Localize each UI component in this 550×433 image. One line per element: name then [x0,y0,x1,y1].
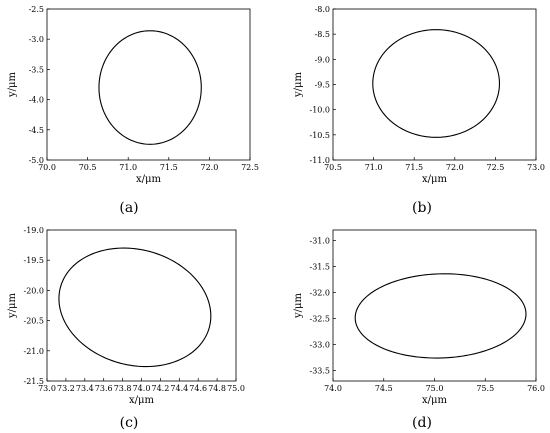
panel-4-x-tick-label: 74.0 [324,384,342,393]
panel-2-x-tick-label: 72.5 [486,163,504,172]
panel-3-x-tick-label: 74.4 [170,384,188,393]
panel-3-caption: (c) [120,415,139,431]
panel-3-y-tick-label: -21.5 [23,377,44,386]
panel-2-x-tick-label: 71.0 [365,163,383,172]
panel-2-x-tick-label: 70.5 [324,163,342,172]
panel-2-y-tick-label: -8.0 [315,5,330,14]
panel-2-y-tick-label: -9.5 [315,81,330,90]
panel-3-x-tick-label: 73.4 [76,384,94,393]
panel-1-y-tick-label: -2.5 [29,5,44,14]
panel-4-x-tick-label: 75.5 [476,384,494,393]
panel-1-x-tick-label: 70.0 [38,163,56,172]
panel-2-y-axis-title: y/μm [293,71,304,98]
panel-4: 74.0 74.5 75.0 75.5 76.0 -31.0 -31.5 -32.0 -32.5… [293,229,545,431]
panel-4-x-tick-label: 75.0 [426,384,444,393]
panel-3-x-axis-title: x/μm [129,395,155,406]
panel-1: 70.0 70.5 71.0 71.5 72.0 72.5 -2.5 -3.0 -3.5 -4.0… [7,5,259,216]
panel-2-x-tick-label: 73.0 [527,163,545,172]
panel-3-y-tick-label: -19.5 [23,256,44,265]
panel-1-orbit-trace [98,30,202,145]
panel-1-x-tick-label: 70.5 [79,163,97,172]
panel-1-y-axis-title: y/μm [7,71,18,98]
panel-2: 70.5 71.0 71.5 72.0 72.5 73.0 -8.0 -8.5 -9.0 -9.5… [293,5,545,216]
panel-1-plot-frame [46,8,251,161]
panel-1-caption: (a) [119,200,138,216]
panel-4-y-tick-label: -32.5 [309,315,330,324]
panel-3-plot-frame [46,229,237,382]
panel-4-y-tick-label: -33.0 [309,341,330,350]
panel-3-orbit-trace [58,247,212,368]
panel-4-y-tick-label: -31.5 [309,262,330,271]
panel-3-y-tick-label: -20.5 [23,317,44,326]
panel-3-x-tick-label: 73.0 [38,384,56,393]
panel-2-y-tick-label: -10.5 [309,131,330,140]
panel-4-caption: (d) [412,415,432,431]
panel-1-x-tick-label: 71.0 [119,163,137,172]
panel-2-caption: (b) [412,200,432,216]
panel-3-x-tick-label: 74.6 [189,384,207,393]
panel-3-y-tick-label: -20.0 [23,286,44,295]
panel-3-y-tick-label: -21.0 [23,347,44,356]
panel-2-y-tick-label: -11.0 [309,156,330,165]
panel-3: 73.0 73.2 73.4 73.6 73.8 74.0 74.2 74.4 74.6 74.8… [7,226,245,431]
panel-1-x-tick-label: 71.5 [160,163,178,172]
panel-3-x-tick-label: 74.0 [133,384,151,393]
panel-3-x-tick-label: 75.0 [227,384,245,393]
panel-2-orbit-trace [372,29,501,138]
panel-2-y-tick-label: -8.5 [315,30,330,39]
panel-4-y-axis-title: y/μm [293,292,304,319]
panel-4-x-axis-title: x/μm [422,395,448,406]
panel-1-y-tick-label: -3.0 [29,35,44,44]
panel-3-x-tick-label: 73.8 [114,384,132,393]
panel-3-x-tick-label: 74.8 [208,384,226,393]
panel-1-y-tick-label: -4.5 [29,126,44,135]
panel-2-x-tick-label: 72.0 [446,163,464,172]
panel-1-y-tick-label: -3.5 [29,65,44,74]
panel-4-x-tick-label: 74.5 [375,384,393,393]
panel-3-x-tick-label: 73.6 [95,384,113,393]
panel-1-x-tick-label: 72.0 [200,163,218,172]
panel-2-x-axis-title: x/μm [422,174,448,185]
panel-3-y-axis-title: y/μm [7,292,18,319]
panel-1-x-tick-label: 72.5 [241,163,259,172]
panel-4-x-tick-label: 76.0 [527,384,545,393]
panel-4-orbit-trace [354,273,527,359]
panel-2-y-tick-label: -10.0 [309,106,330,115]
panel-1-y-tick-label: -4.0 [29,96,44,105]
panel-3-y-tick-label: -19.0 [23,226,44,235]
panel-1-y-tick-label: -5.0 [29,156,44,165]
panel-4-y-tick-label: -31.0 [309,236,330,245]
panel-3-x-tick-label: 74.2 [151,384,169,393]
panel-4-y-tick-label: -33.5 [309,367,330,376]
panel-2-x-tick-label: 71.5 [405,163,423,172]
panel-1-x-axis-title: x/μm [136,174,162,185]
panel-3-x-tick-label: 73.2 [57,384,75,393]
panel-2-y-tick-label: -9.0 [315,55,330,64]
panel-4-y-tick-label: -32.0 [309,288,330,297]
